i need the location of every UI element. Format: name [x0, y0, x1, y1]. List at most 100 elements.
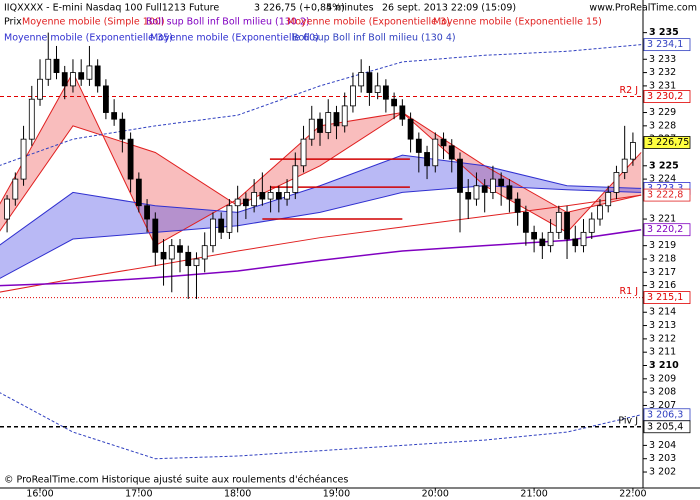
legend-entry: Prix — [4, 17, 22, 28]
candle-body — [613, 172, 620, 193]
candle-body — [177, 245, 183, 253]
last-price: 3 226,75 (+0,84%) — [254, 3, 345, 14]
candle-body — [119, 118, 126, 140]
y-tick-label: 3 219 — [649, 240, 676, 251]
price-tag — [643, 291, 691, 305]
plot-area — [0, 32, 643, 460]
y-tick-label: 3 225 — [649, 160, 679, 171]
candle-body — [308, 118, 315, 140]
y-tick-label: 3 229 — [649, 107, 676, 118]
candle-body — [374, 85, 381, 93]
price-tag — [643, 223, 691, 237]
candle-body — [399, 105, 406, 120]
candle-body — [86, 65, 93, 80]
price-tag — [643, 136, 691, 149]
candle-body — [522, 211, 529, 233]
legend-entry: Moyenne mobile (Exponentielle 15) — [433, 17, 602, 28]
y-tick-label: 3 216 — [649, 280, 676, 291]
y-tick-label: 3 212 — [649, 333, 676, 344]
candle-body — [226, 205, 233, 233]
candle-body — [350, 85, 356, 107]
candle-body — [597, 205, 603, 220]
candle-body — [284, 192, 290, 200]
x-tick-label: 18:00 — [224, 489, 251, 500]
candle-body — [111, 112, 118, 120]
candle-body — [144, 205, 150, 220]
price-tag — [643, 90, 691, 103]
y-tick-label: 3 231 — [649, 80, 676, 91]
bollinger-lower — [0, 392, 642, 460]
legend: Prix Moyenne mobile (Simple 100) Boll su… — [4, 17, 602, 44]
y-tick-label: 3 210 — [649, 360, 679, 371]
level-label: R2 J — [620, 85, 638, 96]
y-tick-label: 3 221 — [649, 214, 676, 225]
candle-body — [333, 112, 340, 127]
y-tick-label: 3 209 — [649, 373, 676, 384]
x-tick-label: 19:00 — [323, 489, 350, 500]
candle-body — [218, 218, 225, 233]
legend-entry: Boll sup Boll inf Boll milieu (130 4) — [292, 33, 456, 44]
candle-body — [275, 192, 282, 200]
candle-body — [630, 142, 636, 160]
candle-body — [160, 251, 167, 260]
candle-body — [102, 85, 109, 113]
price-tag-label: 3 222,8 — [647, 190, 683, 201]
candle-body — [210, 218, 216, 247]
candle-body — [61, 72, 68, 87]
candle-body — [78, 72, 85, 80]
candle-body — [28, 98, 35, 140]
bollinger-upper — [0, 44, 642, 166]
candle-body — [555, 211, 562, 233]
candle-body — [135, 178, 142, 207]
y-tick-label: 3 214 — [649, 307, 676, 318]
legend-entry: Moyenne mobile (Exponentielle 3) — [287, 17, 450, 28]
candle-body — [432, 138, 439, 167]
chart-title: IIQXXXX - E-mini Nasdaq 100 Full1213 Fut… — [4, 3, 219, 14]
candle-body — [53, 58, 60, 73]
candle-body — [539, 238, 546, 247]
level-label: Piv J — [618, 415, 638, 426]
candle-body — [490, 178, 496, 193]
y-tick-label: 3 217 — [649, 267, 676, 278]
y-tick-label: 3 211 — [649, 347, 676, 358]
candle-body — [292, 165, 299, 193]
candle-body — [234, 198, 241, 207]
y-tick-label: 3 228 — [649, 120, 676, 131]
candle-body — [424, 152, 430, 167]
candle-body — [588, 218, 595, 233]
level-label: R1 J — [620, 286, 638, 297]
candle-body — [473, 185, 480, 200]
y-tick-label: 3 218 — [649, 253, 676, 264]
x-tick-label: 20:00 — [422, 489, 449, 500]
price-tag-label: 3 223,3 — [647, 183, 683, 194]
candle-body — [621, 158, 628, 173]
x-tick-label: 17:00 — [125, 489, 152, 500]
candle-body — [325, 112, 332, 133]
candle-body — [4, 198, 10, 220]
y-tick-label: 3 235 — [649, 27, 679, 38]
y-tick-label: 3 232 — [649, 67, 676, 78]
candle-body — [448, 145, 455, 160]
y-tick-label: 3 203 — [649, 453, 676, 464]
legend-entry: Boll sup Boll inf Boll milieu (130 2) — [146, 17, 310, 28]
y-tick-label: 3 213 — [649, 320, 676, 331]
indicator-line — [0, 154, 642, 246]
candle-body — [267, 192, 274, 200]
candle-body — [564, 211, 570, 240]
price-tag — [643, 420, 691, 434]
legend-entry: Moyenne mobile (Simple 100) — [22, 17, 165, 28]
candle-body — [37, 78, 43, 100]
candle-body — [201, 245, 208, 260]
candle-body — [300, 138, 307, 167]
indicator-line — [0, 185, 642, 279]
price-tag-label: 3 220,2 — [647, 224, 683, 235]
legend-entry: Moyenne mobile (Exponentielle 35) — [4, 33, 173, 44]
candle-body — [193, 258, 200, 267]
candle-body — [152, 218, 159, 253]
x-tick-label: 21:00 — [520, 489, 547, 500]
footer: © ProRealTime.com Historique ajusté suit… — [4, 475, 348, 486]
candle-body — [251, 192, 258, 207]
candle-body — [514, 198, 521, 213]
